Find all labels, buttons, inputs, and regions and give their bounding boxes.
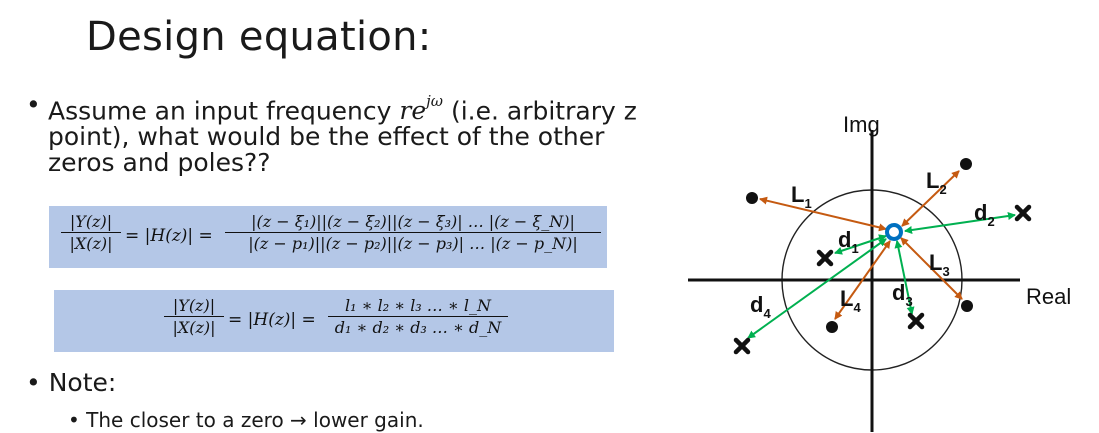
eq2-lhs-fraction: |Y(z)| |X(z)| — [164, 296, 224, 337]
bullet-glyph: • — [68, 408, 80, 432]
eq1-lhs-denominator: |X(z)| — [69, 234, 113, 253]
bullet-glyph: • — [26, 90, 41, 119]
eq2-lhs-denominator: |X(z)| — [172, 318, 216, 337]
eq1-middle: = |H(z)| = — [125, 226, 213, 246]
label-l4: L4 — [840, 286, 861, 315]
label-l2: L2 — [926, 168, 947, 197]
pole-marker-4 — [733, 337, 751, 355]
note-label: Note: — [48, 368, 117, 397]
transfer-function-equation-box: |Y(z)| |X(z)| = |H(z)| = |(z − ξ₁)||(z −… — [49, 206, 607, 268]
zero-marker-4 — [826, 321, 838, 333]
real-axis-label: Real — [1026, 284, 1071, 309]
sub-bullet-closer-to-zero: • The closer to a zero → lower gain. — [68, 407, 424, 433]
label-d2: d2 — [974, 200, 995, 229]
eq1-rhs-denominator: |(z − p₁)||(z − p₂)||(z − p₃)| … |(z − p… — [248, 234, 578, 253]
bullet-text-before: Assume an input frequency — [48, 96, 400, 126]
imag-axis-label: Img — [843, 112, 880, 137]
eq2-rhs-fraction: l₁ ∗ l₂ ∗ l₃ … ∗ l_N d₁ ∗ d₂ ∗ d₃ … ∗ d_… — [328, 296, 508, 337]
eq2-middle: = |H(z)| = — [228, 310, 316, 330]
freq-base: re — [399, 96, 427, 126]
pole-vector-d3 — [894, 240, 915, 315]
bullet-assume-frequency: • Assume an input frequency rejω (i.e. a… — [26, 92, 666, 176]
zero-marker-1 — [746, 192, 758, 204]
slide-title: Design equation: — [86, 14, 432, 60]
label-d3: d3 — [892, 280, 913, 309]
note-text: The closer to a zero → lower gain. — [86, 408, 424, 432]
pole-marker-3 — [907, 312, 925, 330]
bullet-text-after: (i.e. arbitrary z point), what would be … — [48, 96, 637, 178]
label-d4: d4 — [750, 292, 771, 321]
pole-vector-d4 — [747, 238, 887, 339]
label-d1: d1 — [838, 227, 859, 256]
pole-vector-d2 — [904, 212, 1016, 234]
test-point-marker — [885, 223, 903, 241]
zero-vector-l1 — [759, 196, 887, 232]
eq1-lhs-fraction: |Y(z)| |X(z)| — [61, 212, 121, 253]
label-l3: L3 — [929, 250, 950, 279]
input-frequency-expression: rejω — [399, 92, 443, 126]
pole-marker-1 — [816, 249, 834, 267]
eq2-rhs-numerator: l₁ ∗ l₂ ∗ l₃ … ∗ l_N — [328, 296, 508, 317]
eq1-rhs-numerator: |(z − ξ₁)||(z − ξ₂)||(z − ξ₃)| … |(z − ξ… — [225, 212, 601, 233]
eq2-lhs-numerator: |Y(z)| — [164, 296, 224, 317]
pole-marker-2 — [1014, 204, 1032, 222]
eq1-rhs-fraction: |(z − ξ₁)||(z − ξ₂)||(z − ξ₃)| … |(z − ξ… — [225, 212, 601, 253]
pole-markers — [733, 204, 1032, 355]
freq-exponent: jω — [426, 92, 444, 110]
zero-marker-3 — [961, 300, 973, 312]
label-l1: L1 — [791, 182, 812, 211]
eq2-rhs-denominator: d₁ ∗ d₂ ∗ d₃ … ∗ d_N — [334, 318, 502, 337]
bullet-note: • Note: — [26, 370, 116, 396]
bullet-glyph: • — [26, 368, 41, 397]
bullet-text: Assume an input frequency rejω (i.e. arb… — [26, 92, 666, 176]
eq1-lhs-numerator: |Y(z)| — [61, 212, 121, 233]
zero-marker-2 — [960, 158, 972, 170]
length-ratio-equation-box: |Y(z)| |X(z)| = |H(z)| = l₁ ∗ l₂ ∗ l₃ … … — [54, 290, 614, 352]
